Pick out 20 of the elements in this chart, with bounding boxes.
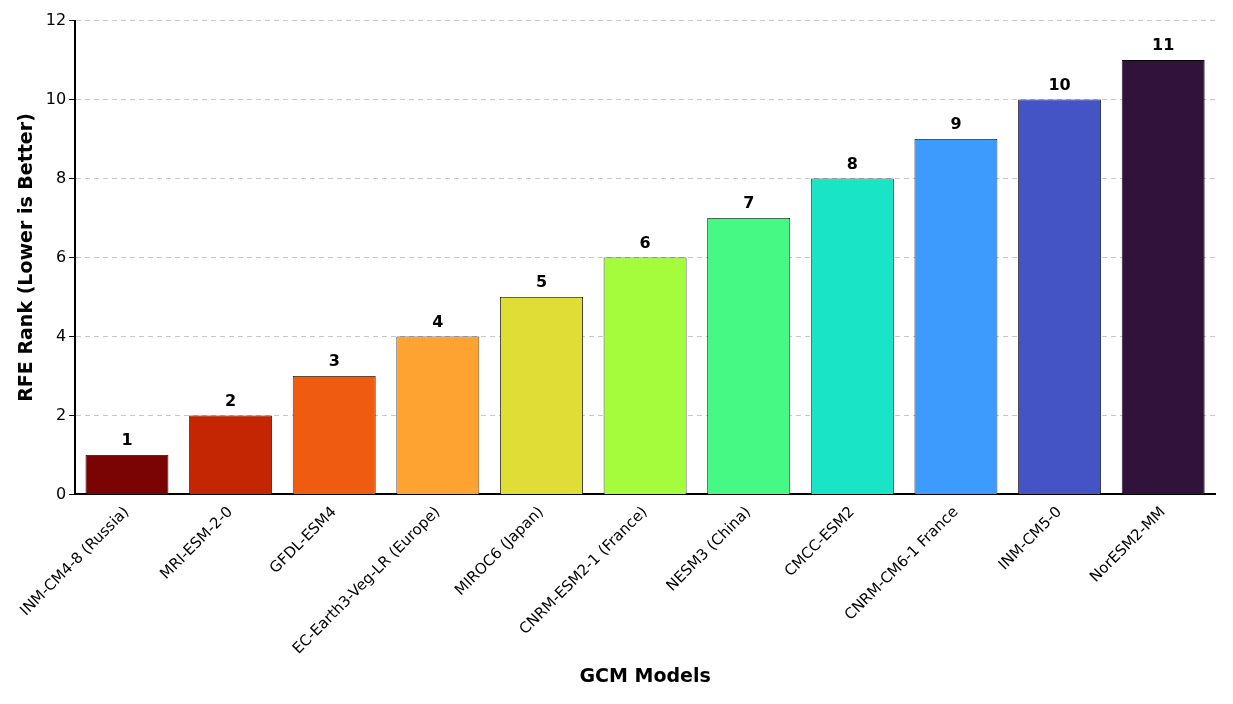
data-label: 1 (121, 430, 133, 450)
data-label: 10 (1048, 74, 1071, 94)
data-label: 9 (950, 114, 962, 134)
y-tick-label: 12 (45, 9, 67, 29)
y-tick-label: 10 (45, 88, 67, 108)
y-tick-label: 6 (55, 246, 67, 266)
y-tick-label: 8 (55, 167, 67, 187)
data-label: 4 (432, 311, 444, 331)
y-tick-label: 2 (55, 404, 67, 424)
y-tick-label: 4 (55, 325, 67, 345)
data-label: 5 (535, 272, 548, 292)
data-label: 2 (225, 390, 237, 410)
y-axis-title: RFE Rank (Lower is Better) (14, 113, 37, 402)
data-label: 3 (328, 351, 340, 371)
data-label: 8 (846, 153, 858, 173)
x-axis-title: GCM Models (579, 663, 711, 686)
data-label: 7 (743, 193, 755, 213)
y-tick-label: 0 (55, 483, 67, 503)
data-label: 6 (639, 232, 651, 252)
data-label: 11 (1152, 35, 1175, 55)
